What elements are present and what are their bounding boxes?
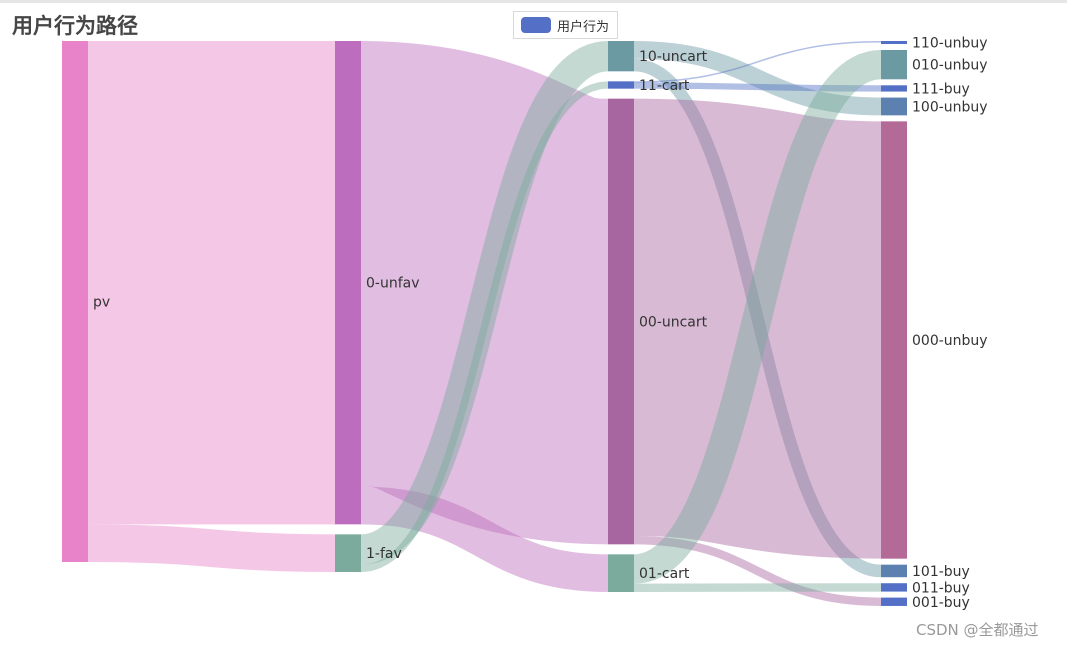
node-101-buy[interactable] <box>881 564 907 578</box>
node-label-11-cart: 11-cart <box>639 78 690 94</box>
legend-label: 用户行为 <box>557 19 610 35</box>
node-label-00-uncart: 00-uncart <box>639 315 708 331</box>
link-1-fav-to-10-uncart[interactable] <box>359 41 610 565</box>
node-000-unbuy[interactable] <box>881 121 907 559</box>
link-11-cart-to-110-unbuy[interactable] <box>633 41 882 83</box>
node-label-010-unbuy: 010-unbuy <box>912 58 988 74</box>
link-00-uncart-to-000-unbuy[interactable] <box>631 98 884 559</box>
node-label-pv: pv <box>93 295 110 311</box>
node-label-0-unfav: 0-unfav <box>366 276 420 292</box>
link-01-cart-to-010-unbuy[interactable] <box>632 50 883 584</box>
link-10-uncart-to-100-unbuy[interactable] <box>633 41 882 116</box>
node-pv[interactable] <box>62 41 88 562</box>
node-label-110-unbuy: 110-unbuy <box>912 36 988 52</box>
node-label-10-uncart: 10-uncart <box>639 49 708 65</box>
node-label-011-buy: 011-buy <box>912 580 970 596</box>
node-label-01-cart: 01-cart <box>639 566 690 582</box>
node-label-100-unbuy: 100-unbuy <box>912 99 988 115</box>
legend-swatch <box>521 17 551 33</box>
link-0-unfav-to-01-cart[interactable] <box>360 486 609 593</box>
node-label-111-buy: 111-buy <box>912 81 970 97</box>
legend[interactable]: 用户行为 <box>513 11 619 39</box>
node-001-buy[interactable] <box>881 597 907 606</box>
node-label-001-buy: 001-buy <box>912 595 970 611</box>
top-border <box>0 0 1067 3</box>
node-0-unfav[interactable] <box>335 41 361 525</box>
chart-title: 用户行为路径 <box>12 14 138 38</box>
node-110-unbuy[interactable] <box>881 41 907 44</box>
watermark: CSDN @全都通过 <box>916 621 1039 639</box>
node-011-buy[interactable] <box>881 583 907 592</box>
link-00-uncart-to-001-buy[interactable] <box>633 535 882 606</box>
node-01-cart[interactable] <box>608 554 634 592</box>
link-pv-to-1-fav[interactable] <box>87 524 336 573</box>
node-111-buy[interactable] <box>881 85 907 92</box>
link-10-uncart-to-101-buy[interactable] <box>633 58 882 578</box>
node-00-uncart[interactable] <box>608 98 634 545</box>
node-label-1-fav: 1-fav <box>366 546 402 562</box>
node-11-cart[interactable] <box>608 81 634 89</box>
link-11-cart-to-111-buy[interactable] <box>633 82 882 92</box>
link-0-unfav-to-00-uncart[interactable] <box>355 40 614 545</box>
node-label-000-unbuy: 000-unbuy <box>912 333 988 349</box>
node-label-101-buy: 101-buy <box>912 564 970 580</box>
node-010-unbuy[interactable] <box>881 50 907 80</box>
node-10-uncart[interactable] <box>608 41 634 72</box>
link-1-fav-to-11-cart[interactable] <box>360 81 609 572</box>
node-100-unbuy[interactable] <box>881 97 907 116</box>
node-1-fav[interactable] <box>335 534 361 572</box>
